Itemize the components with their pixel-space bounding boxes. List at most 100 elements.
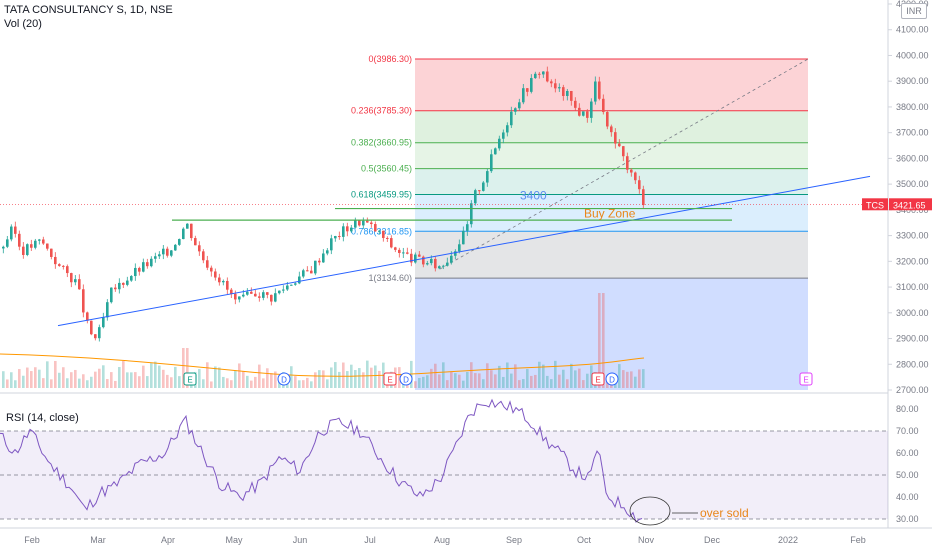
candle-body xyxy=(158,254,161,257)
support-trend-line xyxy=(57,175,871,327)
event-marker-label: E xyxy=(387,376,392,385)
candle-body xyxy=(350,227,353,232)
volume-bar xyxy=(214,366,217,388)
candle-body xyxy=(558,87,561,89)
volume-bar xyxy=(174,366,177,388)
candle-body xyxy=(514,108,517,112)
candle-body xyxy=(98,327,101,339)
volume-bar xyxy=(262,378,265,388)
time-axis[interactable]: Feb Mar Apr May Jun Jul Aug Sep Oct Nov Dec 2022 Feb xyxy=(0,527,932,545)
rsi-tick-label: 50.00 xyxy=(896,470,919,480)
volume-bar xyxy=(106,379,109,388)
volume-bar xyxy=(506,362,509,388)
symbol-title[interactable]: TATA CONSULTANCY S, 1D, NSE xyxy=(4,4,173,16)
volume-bar xyxy=(634,376,637,388)
price-tick-label: 3000.00 xyxy=(896,308,929,318)
volume-bar xyxy=(150,363,153,388)
candle-body xyxy=(398,249,401,253)
candle-body xyxy=(606,112,609,127)
volume-bar xyxy=(530,375,533,388)
candle-body xyxy=(486,171,489,183)
volume-bar xyxy=(326,379,329,388)
volume-bar xyxy=(598,293,601,388)
candle-body xyxy=(574,100,577,108)
candle-body xyxy=(38,239,41,241)
volume-bar xyxy=(622,370,625,388)
fib-level-label: 0.786(3316.85) xyxy=(351,226,412,236)
candle-body xyxy=(290,284,293,286)
candle-body xyxy=(278,290,281,294)
fibonacci-retracement[interactable]: 0(3986.30) 0.236(3785.30) 0.382(3660.95) 0.… xyxy=(351,54,809,390)
candle-body xyxy=(162,248,165,255)
volume-bar xyxy=(126,372,129,388)
volume-bar xyxy=(206,362,209,388)
volume-bar xyxy=(410,360,413,388)
fib-zone xyxy=(415,142,808,169)
volume-bar xyxy=(534,374,537,388)
candle-body xyxy=(334,236,337,239)
volume-bar xyxy=(302,380,305,388)
candle-body xyxy=(30,244,33,248)
rsi-legend[interactable]: RSI (14, close) xyxy=(6,412,79,424)
price-tick-label: 4100.00 xyxy=(896,25,929,35)
dividend-marker xyxy=(399,372,413,386)
volume-bar xyxy=(102,365,105,388)
currency-badge[interactable]: INR xyxy=(901,3,927,19)
time-tick-label: Dec xyxy=(704,535,721,545)
candle-body xyxy=(458,244,461,252)
volume-bar xyxy=(562,369,565,388)
volume-bar xyxy=(378,370,381,388)
earnings-marker xyxy=(799,372,813,386)
candle-body xyxy=(166,248,169,256)
candle-body xyxy=(586,111,589,118)
time-tick-label: Nov xyxy=(638,535,655,545)
candlesticks xyxy=(2,66,645,342)
candle-body xyxy=(330,238,333,251)
fib-zone xyxy=(415,168,808,195)
volume-bar xyxy=(46,361,49,388)
volume-bar xyxy=(310,381,313,388)
candle-body xyxy=(450,255,453,263)
time-tick-label: Jun xyxy=(293,535,308,545)
candle-body xyxy=(410,253,413,263)
candle-body xyxy=(502,132,505,139)
volume-legend[interactable]: Vol (20) xyxy=(4,18,42,30)
candle-body xyxy=(354,220,357,228)
candle-body xyxy=(554,83,557,89)
volume-bar xyxy=(510,373,513,388)
time-tick-label: Sep xyxy=(506,535,522,545)
volume-bar xyxy=(478,373,481,388)
candle-body xyxy=(82,289,85,313)
candle-body xyxy=(106,302,109,318)
candle-body xyxy=(198,245,201,252)
candle-body xyxy=(254,293,257,297)
candle-body xyxy=(174,244,177,251)
candle-body xyxy=(314,260,317,274)
volume-bar xyxy=(274,371,277,388)
rsi-pane[interactable]: 30.00 40.00 50.00 60.00 70.00 80.00 over sold xyxy=(0,398,919,526)
price-pane[interactable] xyxy=(0,0,888,393)
volume-bar xyxy=(218,367,221,388)
candle-body xyxy=(530,78,533,92)
candle-body xyxy=(630,169,633,173)
volume-bar xyxy=(294,376,297,388)
candle-body xyxy=(358,220,361,226)
candle-body xyxy=(214,271,217,278)
volume-bar xyxy=(254,376,257,388)
candle-body xyxy=(534,73,537,79)
candle-body xyxy=(438,266,441,269)
event-marker-label: E xyxy=(595,376,600,385)
volume-bar xyxy=(354,370,357,388)
volume-bar xyxy=(574,370,577,388)
candle-body xyxy=(154,256,157,259)
user-drawings[interactable]: 3400 Buy Zone xyxy=(57,175,871,327)
volume-bar xyxy=(474,373,477,388)
candle-body xyxy=(426,263,429,265)
volume-bar xyxy=(426,375,429,388)
time-tick-label: Aug xyxy=(434,535,450,545)
candle-body xyxy=(66,266,69,274)
candle-body xyxy=(542,71,545,75)
candle-body xyxy=(506,125,509,133)
candle-body xyxy=(302,270,305,277)
